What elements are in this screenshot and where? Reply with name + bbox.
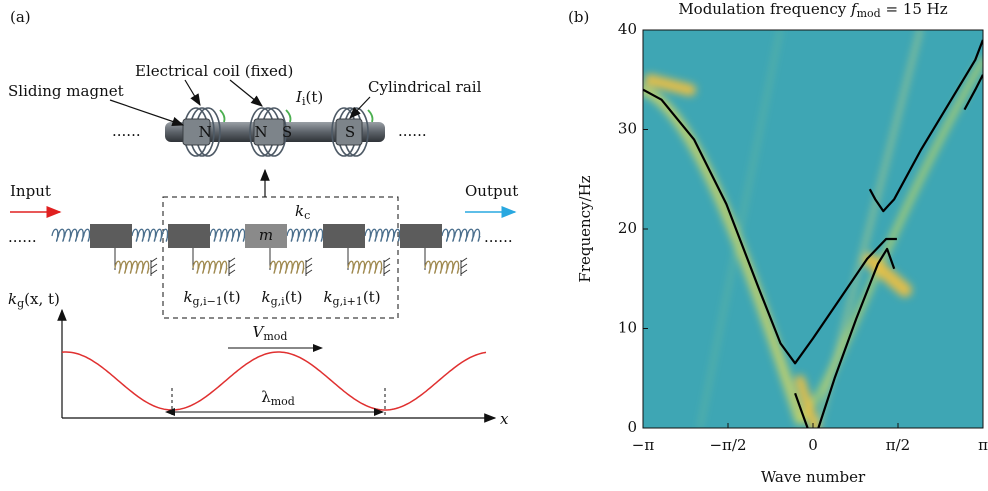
- x-tick-label: π: [978, 436, 988, 454]
- pole-label: N: [254, 123, 267, 141]
- stiffness-function-label-part: (x, t): [24, 290, 60, 308]
- wavelength-label-part: mod: [271, 395, 295, 408]
- y-tick-label: 40: [618, 20, 637, 38]
- chart-title: Modulation frequency fmod = 15 Hz: [678, 0, 947, 20]
- pole-label: N: [198, 123, 211, 141]
- stiffness-label-part: g,i−1: [193, 295, 223, 308]
- ground: [461, 258, 467, 276]
- spring: [425, 261, 459, 273]
- y-tick-label: 30: [618, 120, 637, 138]
- spring: [210, 229, 245, 241]
- coupling-label-part: c: [304, 209, 310, 222]
- magnet-label: Sliding magnet: [8, 82, 124, 100]
- current-label: Ii(t): [295, 88, 323, 108]
- panel-label: (a): [10, 8, 31, 26]
- stiffness-label: kg,i−1(t): [183, 288, 240, 308]
- stiffness-label: kg,i(t): [262, 288, 303, 308]
- ellipsis: ......: [112, 122, 141, 140]
- y-tick-label: 20: [618, 219, 637, 237]
- wavelength-label: λmod: [261, 388, 295, 408]
- stiffness-label-part: k: [183, 288, 192, 306]
- stiffness-label-part: (t): [285, 288, 303, 306]
- spring: [193, 261, 227, 273]
- stiffness-label-part: k: [262, 288, 271, 306]
- stiffness-function-label-part: k: [8, 290, 17, 308]
- ellipsis: ......: [8, 228, 37, 246]
- figure: (a) Electrical coil (fixed) Sliding magnet…: [0, 0, 988, 491]
- chart-title-part: Modulation frequency: [678, 0, 851, 18]
- ground: [306, 258, 312, 276]
- x-axis-label: x: [500, 410, 509, 428]
- x-axis-title: Wave number: [761, 468, 866, 486]
- mass: [323, 224, 365, 248]
- stiffness-label: kg,i+1(t): [323, 288, 380, 308]
- stiffness-function-label: kg(x, t): [8, 290, 60, 310]
- spring: [442, 229, 480, 241]
- pole-label: S: [282, 123, 292, 141]
- mass: [400, 224, 442, 248]
- x-tick-label: −π: [632, 436, 655, 454]
- y-axis-title: Frequency/Hz: [576, 175, 594, 282]
- stiffness-label-part: g,i: [271, 295, 286, 308]
- velocity-label-part: mod: [263, 330, 287, 343]
- stiffness-label-part: (t): [363, 288, 381, 306]
- coupling-label-part: k: [295, 202, 304, 220]
- ellipsis: ......: [398, 122, 427, 140]
- stiffness-label-part: g,i+1: [333, 295, 363, 308]
- spring: [52, 229, 90, 241]
- ground: [384, 258, 390, 276]
- stiffness-function-label-part: g: [17, 297, 24, 310]
- current-label-part: (t): [305, 88, 323, 106]
- spring: [365, 229, 400, 241]
- output-label: Output: [465, 182, 518, 200]
- ground: [229, 258, 235, 276]
- spring: [287, 229, 323, 241]
- velocity-label: Vmod: [253, 323, 288, 343]
- mass: [90, 224, 132, 248]
- x-tick-label: π/2: [886, 436, 910, 454]
- mass-label: m: [259, 226, 273, 244]
- ellipsis: ......: [484, 228, 513, 246]
- input-label: Input: [10, 182, 51, 200]
- y-tick-label: 10: [618, 319, 637, 337]
- stiffness-label-part: k: [323, 288, 332, 306]
- spring: [270, 261, 304, 273]
- x-tick-label: −π/2: [709, 436, 746, 454]
- stiffness-label-part: (t): [223, 288, 241, 306]
- wavelength-label-part: λ: [261, 388, 271, 406]
- spring: [115, 261, 149, 273]
- rail-label: Cylindrical rail: [368, 78, 482, 96]
- chart-title-part: = 15 Hz: [881, 0, 948, 18]
- coupling-label: kc: [295, 202, 310, 222]
- ground: [151, 258, 157, 276]
- spring: [348, 261, 382, 273]
- coil-label: Electrical coil (fixed): [135, 62, 293, 80]
- y-tick-label: 0: [627, 418, 637, 436]
- pole-label: S: [345, 123, 355, 141]
- chart-title-part: mod: [857, 7, 881, 20]
- x-tick-label: 0: [808, 436, 818, 454]
- panel-b: [643, 30, 983, 428]
- panel-label: (b): [568, 8, 589, 26]
- mass: [168, 224, 210, 248]
